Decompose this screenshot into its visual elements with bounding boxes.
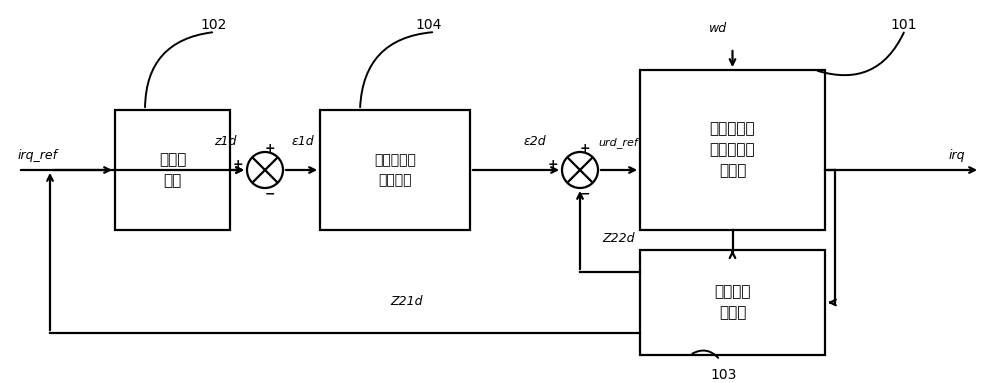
Bar [640,250,825,355]
Text: 风力发电机
直接转矩控
制系统: 风力发电机 直接转矩控 制系统 [710,121,755,178]
Text: ε2d: ε2d [524,135,546,148]
Text: wd: wd [709,21,727,34]
Text: 跟踪微
分器: 跟踪微 分器 [159,152,186,188]
Circle shape [562,152,598,188]
Text: irq_ref: irq_ref [18,149,58,162]
Text: z1d: z1d [214,135,236,148]
Text: +: + [265,141,275,154]
Text: 101: 101 [890,18,916,32]
Text: +: + [233,157,243,170]
Text: +: + [548,157,558,170]
Bar [320,110,470,230]
Text: Z21d: Z21d [390,295,422,308]
Text: −: − [265,188,275,200]
Text: 非线性状态
误差反馈: 非线性状态 误差反馈 [374,153,416,187]
Text: +: + [580,141,590,154]
Text: Z22d: Z22d [602,232,635,245]
Text: irq: irq [948,149,965,162]
Text: ε1d: ε1d [292,135,314,148]
Text: 102: 102 [200,18,226,32]
Text: 扩张状态
观测器: 扩张状态 观测器 [714,285,751,321]
Text: 103: 103 [710,368,736,382]
Bar [640,70,825,230]
Text: urd_ref: urd_ref [598,137,638,148]
Text: 104: 104 [415,18,441,32]
Text: −: − [580,188,590,200]
Bar [115,110,230,230]
Circle shape [247,152,283,188]
